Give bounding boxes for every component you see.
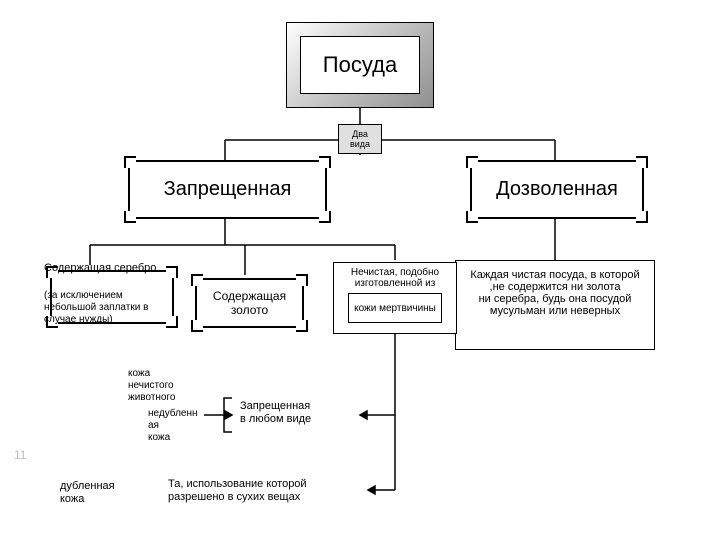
node-silver-title: Содержащая серебро (44, 262, 184, 275)
tanned-text: дубленная кожа (60, 480, 115, 505)
allowed-desc-l1: Каждая чистая посуда, в которой (462, 269, 648, 281)
allowed-desc-l4: мусульман или неверных (462, 305, 648, 317)
node-impure: Нечистая, подобно изготовленной из кожи … (333, 262, 457, 334)
untanned-l3: кожа (148, 432, 228, 444)
branch-forbidden: Запрещенная (128, 160, 327, 219)
animal-skin-l2: нечистого (128, 380, 208, 392)
gold-l1: Содержащая (213, 289, 286, 303)
silver-title-text: Содержащая серебро (44, 262, 156, 274)
note-forbidden-any: Запрещенная в любом виде (240, 400, 360, 426)
untanned-l2: ая (148, 420, 228, 432)
root-label: Посуда (323, 52, 397, 78)
impure-l2: изготовленной из (334, 278, 456, 289)
slide-number: 11 (14, 448, 26, 462)
silver-note-text: (за исключением небольшой заплатки в слу… (44, 290, 148, 325)
split-badge-label: Два вида (341, 129, 379, 150)
impure-l1: Нечистая, подобно (334, 267, 456, 278)
split-badge: Два вида (338, 124, 382, 154)
allowed-dry-l2: разрешено в сухих вещах (168, 491, 368, 504)
allowed-desc: Каждая чистая посуда, в которой ,не соде… (455, 260, 655, 350)
branch-forbidden-label: Запрещенная (164, 178, 292, 201)
node-silver-note: (за исключением небольшой заплатки в слу… (44, 290, 169, 326)
impure-sub-text: кожи мертвичины (354, 303, 436, 314)
forbidden-l2: в любом виде (240, 413, 360, 426)
untanned-l1: недубленн (148, 408, 228, 420)
allowed-dry-l1: Та, использование которой (168, 478, 368, 491)
node-gold: Содержащая золото (195, 278, 304, 328)
note-animal-skin: кожа нечистого животного (128, 368, 208, 404)
animal-skin-l3: животного (128, 392, 208, 404)
allowed-desc-l3: ни серебра, будь она посудой (462, 293, 648, 305)
allowed-desc-l2: ,не содержится ни золота (462, 281, 648, 293)
branch-allowed-label: Дозволенная (496, 178, 618, 201)
animal-skin-l1: кожа (128, 368, 208, 380)
root-node: Посуда (286, 22, 434, 108)
gold-l2: золото (213, 303, 286, 317)
note-tanned: дубленная кожа (60, 480, 140, 506)
note-untanned: недубленн ая кожа (148, 408, 228, 444)
branch-allowed: Дозволенная (470, 160, 644, 219)
impure-sub: кожи мертвичины (348, 293, 442, 323)
slide-number-text: 11 (14, 448, 26, 462)
note-allowed-dry: Та, использование которой разрешено в су… (168, 478, 368, 504)
forbidden-l1: Запрещенная (240, 400, 360, 413)
